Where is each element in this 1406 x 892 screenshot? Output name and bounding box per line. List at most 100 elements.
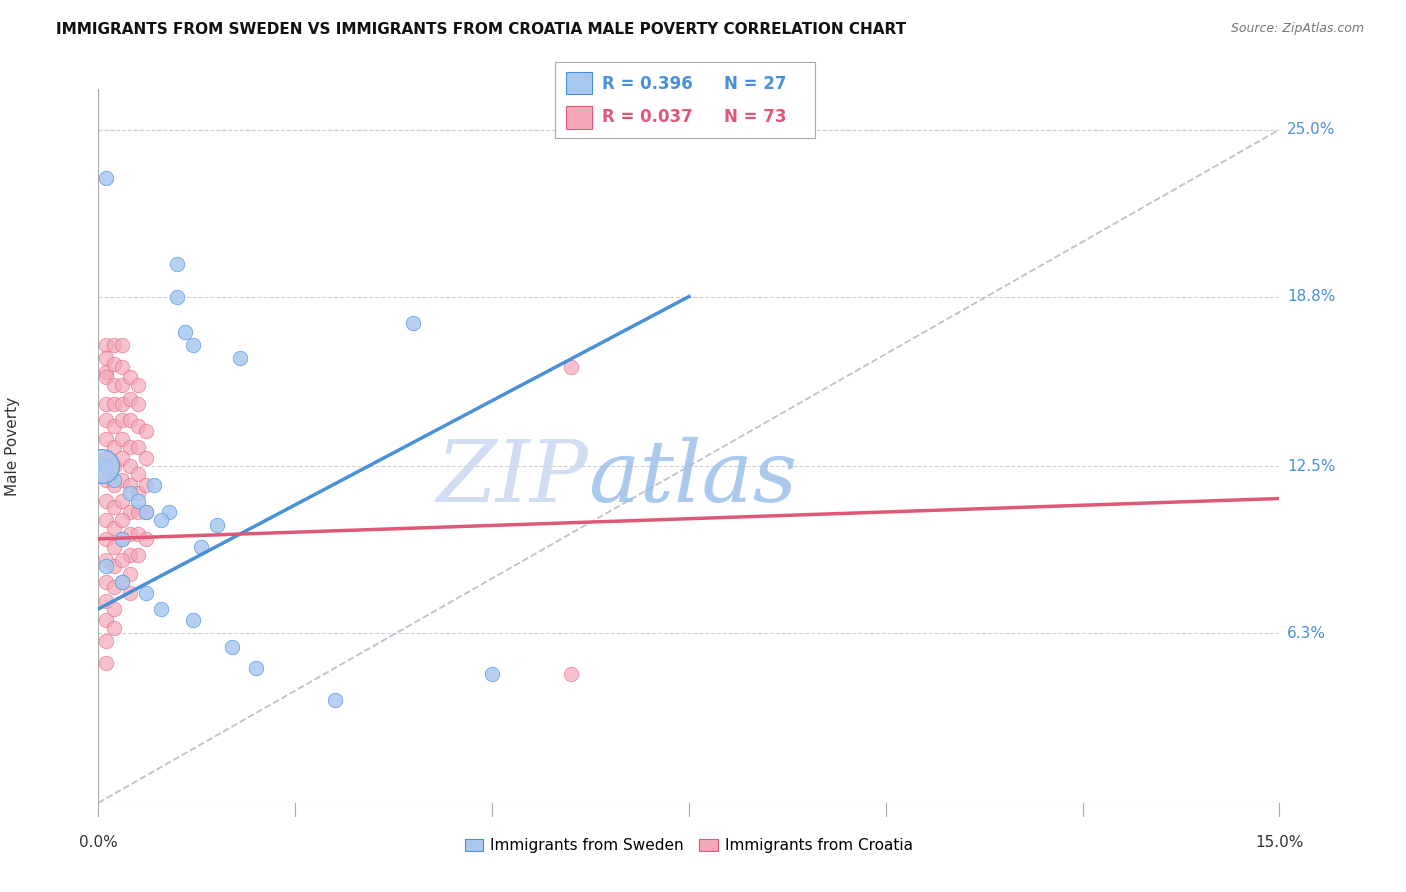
Point (96, 413, 118, 427)
Point (103, 441, 125, 455)
Point (103, 621, 125, 635)
Point (103, 397, 125, 411)
Point (181, 338, 204, 352)
Point (118, 478, 141, 492)
Point (96, 494, 118, 508)
Point (481, 666, 503, 681)
Point (96, 370, 118, 384)
Point (181, 613, 204, 627)
Point (560, 359, 582, 374)
Point (96, 473, 118, 487)
Point (96, 459, 118, 474)
Point (127, 378, 149, 392)
Point (96, 656, 118, 670)
Bar (565, 106, 592, 129)
Point (103, 338, 125, 352)
Point (111, 451, 134, 466)
Point (111, 359, 134, 374)
Point (118, 413, 141, 427)
Text: 25.0%: 25.0% (1288, 122, 1336, 137)
Point (96, 558, 118, 573)
Point (103, 357, 125, 371)
Point (118, 486, 141, 500)
Point (135, 505, 157, 519)
Point (96, 634, 118, 648)
Point (402, 317, 425, 331)
Point (205, 518, 228, 533)
Legend: Immigrants from Sweden, Immigrants from Croatia: Immigrants from Sweden, Immigrants from … (458, 832, 920, 859)
Point (221, 640, 243, 654)
Text: R = 0.037: R = 0.037 (602, 108, 693, 126)
Point (135, 586, 157, 600)
Point (174, 325, 197, 339)
Point (118, 566, 141, 581)
Point (96, 532, 118, 546)
Point (118, 370, 141, 384)
Point (111, 413, 134, 427)
Point (96, 338, 118, 352)
Point (96, 432, 118, 446)
Point (96, 351, 118, 366)
Point (111, 494, 134, 508)
Point (103, 580, 125, 594)
Point (111, 574, 134, 589)
Point (118, 505, 141, 519)
Point (111, 574, 134, 589)
Bar (565, 71, 592, 95)
Text: 12.5%: 12.5% (1288, 458, 1336, 474)
Point (135, 478, 157, 492)
Point (111, 473, 134, 487)
Text: R = 0.396: R = 0.396 (602, 75, 693, 93)
Point (103, 478, 125, 492)
Text: 18.8%: 18.8% (1288, 289, 1336, 304)
Point (150, 513, 173, 527)
Point (96, 613, 118, 627)
Point (103, 500, 125, 514)
Text: N = 27: N = 27 (724, 75, 787, 93)
Point (135, 451, 157, 466)
Point (103, 558, 125, 573)
Point (96, 451, 118, 466)
Point (190, 540, 212, 554)
Point (127, 526, 149, 541)
Point (135, 505, 157, 519)
Point (127, 486, 149, 500)
Text: Male Poverty: Male Poverty (4, 396, 20, 496)
Point (323, 693, 346, 707)
Point (91, 459, 114, 474)
Point (103, 378, 125, 392)
Point (118, 441, 141, 455)
Point (111, 553, 134, 567)
Point (127, 418, 149, 433)
Point (127, 467, 149, 482)
Text: 6.3%: 6.3% (1288, 625, 1326, 640)
Point (118, 392, 141, 406)
Point (229, 351, 252, 366)
Point (111, 432, 134, 446)
Point (127, 494, 149, 508)
Text: 15.0%: 15.0% (1256, 835, 1303, 850)
Point (127, 505, 149, 519)
Point (111, 378, 134, 392)
Point (127, 397, 149, 411)
Point (142, 478, 165, 492)
Point (245, 661, 267, 675)
Point (118, 526, 141, 541)
Point (103, 418, 125, 433)
Point (135, 424, 157, 438)
Point (103, 473, 125, 487)
Point (127, 441, 149, 455)
Point (96, 553, 118, 567)
Point (111, 513, 134, 527)
Point (135, 532, 157, 546)
Point (118, 586, 141, 600)
Point (103, 602, 125, 616)
Point (166, 257, 188, 271)
Point (157, 505, 180, 519)
Point (118, 459, 141, 474)
Point (96, 513, 118, 527)
Point (118, 548, 141, 562)
Point (560, 666, 582, 681)
Point (103, 540, 125, 554)
Text: Source: ZipAtlas.com: Source: ZipAtlas.com (1230, 22, 1364, 36)
